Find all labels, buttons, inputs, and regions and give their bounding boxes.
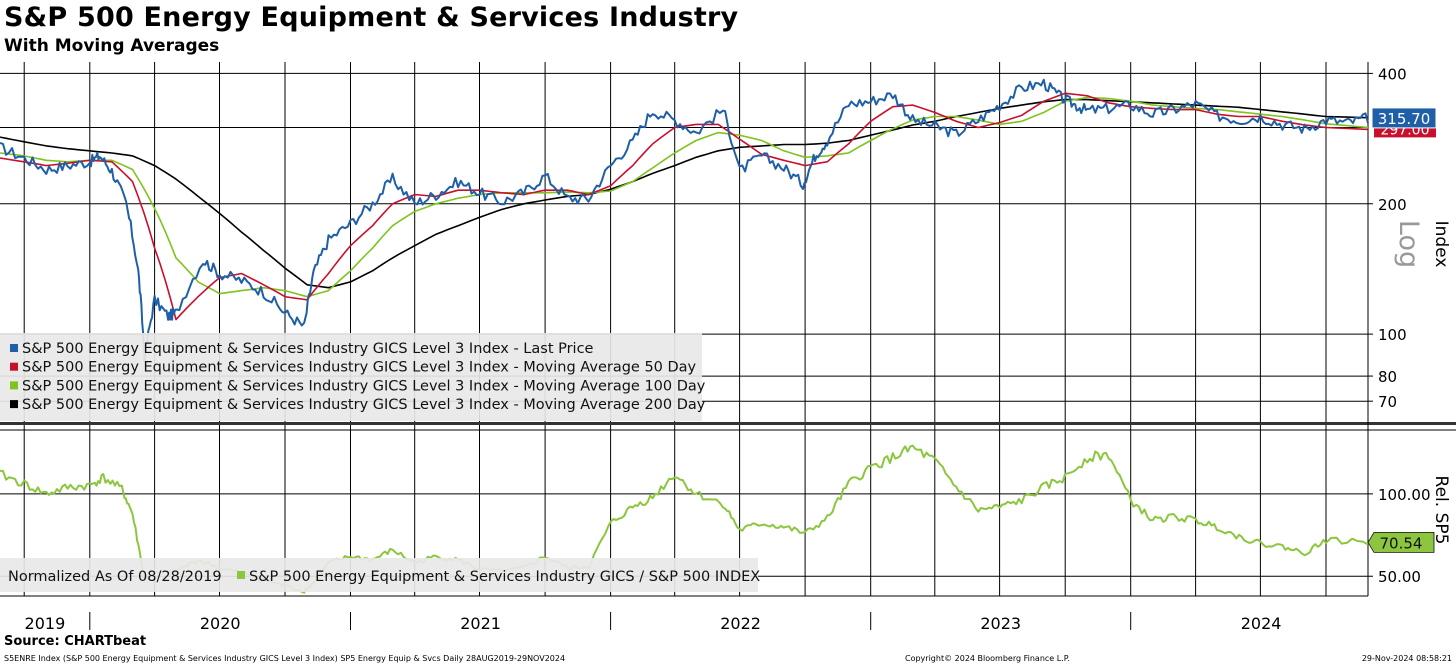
legend-label: S&P 500 Energy Equipment & Services Indu… [249, 569, 760, 585]
y-tick-label: 200 [1378, 196, 1407, 214]
x-tick-label: 2021 [460, 614, 501, 630]
legend-swatch [237, 571, 245, 579]
x-tick-label: 2022 [720, 614, 761, 630]
y-tick-label: 400 [1378, 65, 1407, 83]
legend-note: Normalized As Of 08/28/2019 [8, 569, 222, 585]
y-tick-label: 100.00 [1378, 486, 1431, 504]
copyright-note: Copyright© 2024 Bloomberg Finance L.P. [905, 654, 1070, 663]
legend-swatch [10, 344, 18, 352]
x-tick-label: 2023 [980, 614, 1021, 630]
series-ma100 [0, 96, 1369, 298]
legend-swatch [10, 362, 18, 371]
y-axis: 400 200 100 80 70 100.00 50.00 Index Log Rel. SP5… [25, 65, 1451, 630]
chart-title: S&P 500 Energy Equipment & Services Indu… [4, 2, 739, 33]
x-tick-label: 2024 [1241, 614, 1282, 630]
series-ma200 [0, 98, 1369, 289]
y-axis-title: Rel. SP5 [1431, 476, 1451, 545]
log-scale-label: Log [1393, 220, 1424, 268]
timestamp: 29-Nov-2024 08:58:21 [1361, 654, 1452, 663]
y-tick-label: 100 [1378, 326, 1407, 344]
y-tick-label: 70 [1378, 393, 1397, 411]
legend-label: S&P 500 Energy Equipment & Services Indu… [22, 341, 594, 357]
legend-label: S&P 500 Energy Equipment & Services Indu… [22, 360, 697, 376]
legend-swatch [10, 400, 18, 409]
footer-description: S5ENRE Index (S&P 500 Energy Equipment &… [4, 654, 566, 663]
last-value-tag-relative [1367, 532, 1435, 553]
chart-subtitle: With Moving Averages [4, 36, 220, 56]
last-value-label-price: 315.70 [1378, 110, 1431, 128]
x-tick-label: 2020 [200, 614, 241, 630]
legend-label: S&P 500 Energy Equipment & Services Indu… [22, 397, 706, 413]
series-lines [0, 78, 1369, 594]
legend-label: S&P 500 Energy Equipment & Services Indu… [22, 378, 706, 394]
y-axis-title: Index [1431, 221, 1451, 268]
legend-box [0, 558, 758, 592]
last-value-tag-price [1371, 107, 1437, 129]
price-chart: S&P 500 Energy Equipment & Services Indu… [0, 62, 1456, 630]
x-tick-label: 2019 [25, 614, 66, 630]
y-tick-label: 50.00 [1378, 568, 1421, 586]
y-tick-label: 80 [1378, 368, 1397, 386]
source-note: Source: CHARTbeat [4, 634, 147, 649]
panel-divider [0, 422, 1456, 425]
legend-box [0, 333, 702, 421]
series-last_price [0, 78, 1369, 365]
legend: S&P 500 Energy Equipment & Services Indu… [0, 333, 760, 592]
last-value-label-relative: 70.54 [1380, 534, 1423, 552]
legend-swatch [10, 381, 18, 390]
